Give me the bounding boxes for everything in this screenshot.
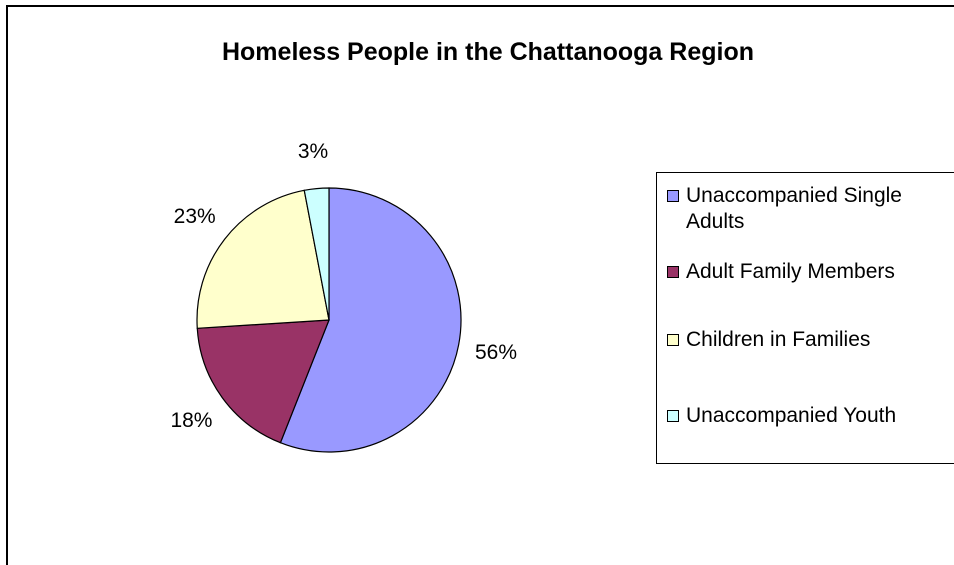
legend-item-unaccompanied-youth: Unaccompanied Youth [667,403,954,429]
pie-slice-unaccompanied-single-adults [279,187,462,453]
legend-swatch [667,410,679,422]
legend-item-unaccompanied-single-adults: Unaccompanied Single Adults [667,183,948,235]
legend-label: Unaccompanied Youth [686,404,897,427]
data-label: 3% [298,140,328,163]
pie-slice-children-in-families [196,189,330,329]
legend-item-adult-family-members: Adult Family Members [667,259,954,285]
pie-slices [196,187,462,453]
legend-label: Adult Family Members [686,260,895,283]
data-label: 23% [174,205,216,228]
legend-label: Children in Families [686,328,871,351]
legend-swatch [667,266,679,278]
data-label: 56% [475,341,517,364]
data-label: 18% [170,409,212,432]
legend-swatch [667,190,679,202]
pie-slice-adult-family-members [196,319,330,444]
chart-title: Homeless People in the Chattanooga Regio… [222,38,754,66]
pie-slice-unaccompanied-youth [303,187,330,321]
legend-swatch [667,334,679,346]
legend: Unaccompanied Single Adults Adult Family… [656,172,954,464]
legend-label: Unaccompanied Single Adults [686,184,902,233]
legend-item-children-in-families: Children in Families [667,327,954,353]
pie-chart: Homeless People in the Chattanooga Regio… [170,38,754,453]
chart-frame [6,5,954,565]
pie-labels: 56% 18% 23% 3% [170,140,517,432]
